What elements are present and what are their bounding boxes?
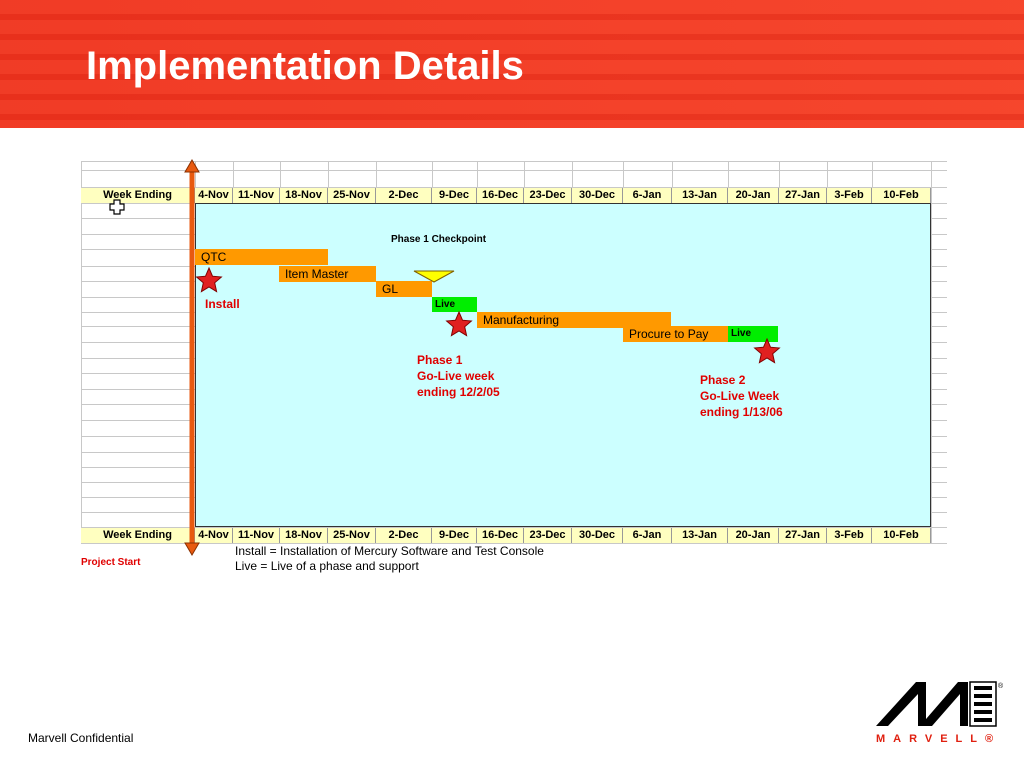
week-column-header: 2-Dec bbox=[376, 528, 432, 543]
week-column-header: 11-Nov bbox=[233, 188, 280, 203]
phase2-note-line1: Phase 2 bbox=[700, 373, 746, 387]
week-column-header: 13-Jan bbox=[672, 528, 728, 543]
marvell-logo-icon: ® bbox=[876, 681, 1004, 727]
bar-manufacturing: Manufacturing bbox=[477, 312, 671, 328]
marvell-wordmark: MARVELL® bbox=[876, 733, 1002, 745]
week-column-header: 11-Nov bbox=[233, 528, 280, 543]
grid-row-line bbox=[81, 161, 947, 162]
week-column-header: 2-Dec bbox=[376, 188, 432, 203]
star-icon bbox=[445, 310, 473, 337]
phase1-note-line1: Phase 1 bbox=[417, 353, 463, 367]
footer-confidential: Marvell Confidential bbox=[28, 731, 134, 745]
star-icon bbox=[195, 266, 223, 293]
week-column-header: 27-Jan bbox=[779, 188, 827, 203]
phase2-note-line2: Go-Live Week bbox=[700, 389, 780, 403]
week-column-header: 25-Nov bbox=[328, 528, 376, 543]
week-column-header: 10-Feb bbox=[872, 188, 931, 203]
legend-install: Install = Installation of Mercury Softwa… bbox=[235, 544, 544, 558]
star-icon bbox=[753, 337, 781, 364]
week-column-header: 20-Jan bbox=[728, 188, 779, 203]
week-column-header: 3-Feb bbox=[827, 188, 872, 203]
svg-text:®: ® bbox=[998, 682, 1004, 690]
page-title: Implementation Details bbox=[86, 44, 524, 88]
install-label: Install bbox=[205, 297, 240, 311]
week-column-header: 23-Dec bbox=[524, 528, 572, 543]
double-arrow-icon bbox=[184, 159, 200, 556]
week-column-header: 30-Dec bbox=[572, 528, 623, 543]
week-column-header: 16-Dec bbox=[477, 188, 524, 203]
week-column-header: 4-Nov bbox=[195, 528, 233, 543]
bar-procure-to-pay: Procure to Pay bbox=[623, 326, 728, 342]
week-column-header: 18-Nov bbox=[280, 528, 328, 543]
bar-live-phase1: Live bbox=[432, 297, 477, 312]
grid-row-line bbox=[81, 527, 947, 528]
phase1-checkpoint-label: Phase 1 Checkpoint bbox=[391, 234, 487, 245]
project-start-label: Project Start bbox=[81, 557, 141, 568]
week-ending-header: Week Ending bbox=[81, 528, 195, 543]
plus-cursor-icon bbox=[109, 199, 125, 215]
week-column-header: 30-Dec bbox=[572, 188, 623, 203]
phase1-note-line3: ending 12/2/05 bbox=[417, 385, 500, 399]
week-column-header: 27-Jan bbox=[779, 528, 827, 543]
week-column-header: 20-Jan bbox=[728, 528, 779, 543]
week-column-header: 25-Nov bbox=[328, 188, 376, 203]
header-band bbox=[0, 0, 1024, 128]
phase1-note-line2: Go-Live week bbox=[417, 369, 495, 383]
week-ending-header: Week Ending bbox=[81, 188, 195, 203]
bar-live-phase2: Live bbox=[728, 326, 778, 342]
week-column-header: 16-Dec bbox=[477, 528, 524, 543]
week-column-header: 4-Nov bbox=[195, 188, 233, 203]
phase2-note-line3: ending 1/13/06 bbox=[700, 405, 783, 419]
week-column-header: 9-Dec bbox=[432, 188, 477, 203]
grid-row-line bbox=[81, 543, 947, 544]
grid-col-line bbox=[931, 161, 932, 543]
triangle-icon bbox=[413, 270, 455, 283]
week-column-header: 9-Dec bbox=[432, 528, 477, 543]
grid-row-line bbox=[81, 187, 947, 188]
legend-live: Live = Live of a phase and support bbox=[235, 559, 419, 573]
bar-item-master: Item Master bbox=[279, 266, 376, 282]
bar-qtc: QTC bbox=[195, 249, 328, 265]
bar-gl: GL bbox=[376, 281, 432, 297]
week-column-header: 3-Feb bbox=[827, 528, 872, 543]
week-column-header: 6-Jan bbox=[623, 528, 672, 543]
week-column-header: 13-Jan bbox=[672, 188, 728, 203]
grid-row-line bbox=[81, 170, 947, 171]
grid-col-line bbox=[81, 161, 82, 543]
week-column-header: 18-Nov bbox=[280, 188, 328, 203]
week-column-header: 23-Dec bbox=[524, 188, 572, 203]
week-column-header: 6-Jan bbox=[623, 188, 672, 203]
week-column-header: 10-Feb bbox=[872, 528, 931, 543]
